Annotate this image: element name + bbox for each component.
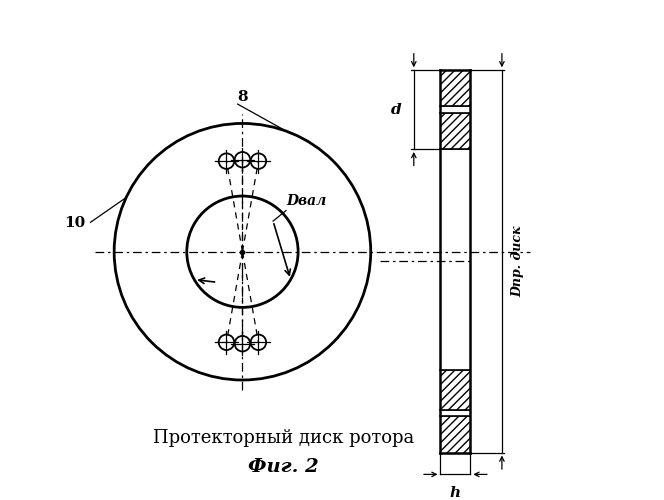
Text: Dпр. диск: Dпр. диск (511, 226, 525, 297)
Text: 8: 8 (238, 90, 248, 104)
Text: Dвал: Dвал (286, 194, 326, 208)
Text: d: d (391, 102, 402, 117)
Text: Протекторный диск ротора: Протекторный диск ротора (153, 429, 414, 447)
Text: Фиг. 2: Фиг. 2 (248, 458, 319, 476)
Bar (440, 113, 471, 149)
Text: 10: 10 (64, 216, 85, 230)
Bar (440, 70, 471, 106)
Bar (440, 370, 471, 410)
Bar (440, 416, 471, 452)
Text: h: h (450, 486, 461, 500)
